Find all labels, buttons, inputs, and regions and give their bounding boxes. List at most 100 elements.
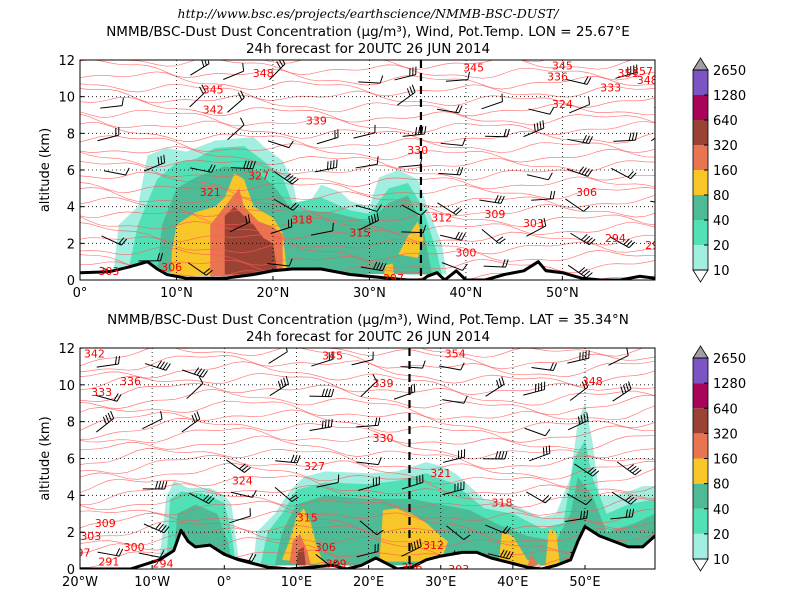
wind-barb (227, 90, 245, 113)
wind-barb (657, 229, 682, 239)
isentrope-line (80, 197, 655, 228)
isentrope-label: 303 (80, 530, 101, 543)
dust-region-level-5 (224, 206, 278, 275)
wind-barb (564, 510, 589, 522)
plot-area: 342 3453393363333303273243213183153123093… (80, 348, 681, 576)
colorbar-segment (693, 95, 708, 120)
dust-region-level-3 (379, 508, 448, 562)
isentrope-label: 294 (152, 557, 173, 570)
dust-region-level-3 (545, 528, 560, 568)
wind-barb (144, 154, 166, 172)
wind-barb (189, 84, 207, 108)
isentrope-label: 357 (632, 65, 653, 78)
wind-barb (96, 410, 115, 433)
isentrope-line (261, 60, 633, 70)
y-tick-label: 8 (67, 416, 75, 431)
wind-barb (181, 411, 201, 433)
wind-barb (526, 491, 552, 504)
wind-barb (445, 71, 470, 82)
wind-barb (657, 457, 681, 469)
isentrope-line (80, 71, 655, 98)
wind-barb (227, 117, 245, 140)
isentrope-label: 345 (463, 61, 484, 74)
wind-barb (358, 75, 384, 84)
wind-barb (436, 104, 463, 114)
wind-barb (144, 360, 171, 371)
colorbar-segment (693, 145, 708, 170)
bottom-chart-title: NMMB/BSC-Dust Dust Concentration (µg/m³)… (107, 312, 629, 328)
dust-region-level-2 (274, 476, 655, 566)
isentrope-label: 318 (492, 497, 513, 510)
isentrope-line (80, 527, 655, 561)
wind-barb (275, 454, 301, 464)
wind-barb (479, 194, 505, 204)
isentrope-label: 306 (161, 261, 182, 274)
colorbar-label: 2650 (713, 64, 746, 79)
isentrope-line (80, 435, 655, 470)
wind-barb (566, 166, 593, 177)
isentrope-label: 306 (401, 561, 422, 574)
isentrope-line (80, 146, 655, 172)
wind-barb (101, 235, 128, 246)
wind-barb (402, 126, 427, 137)
wind-barb (189, 164, 216, 173)
wind-barb (401, 538, 422, 557)
wind-barb (446, 525, 471, 540)
wind-barb (103, 167, 130, 176)
isentrope-line (80, 348, 655, 370)
wind-barb (142, 481, 168, 490)
wind-barb (653, 75, 655, 77)
colorbar-segment (693, 120, 708, 145)
wind-barb (181, 367, 208, 378)
isentrope-line (80, 246, 655, 273)
wind-barb (268, 348, 288, 364)
colorbar-label: 160 (713, 164, 738, 179)
wind-barb (138, 549, 165, 558)
wind-barb (398, 157, 423, 168)
wind-barb (189, 492, 215, 504)
wind-barb (565, 198, 590, 212)
isentrope-label: 345 (552, 60, 573, 73)
wind-barb (230, 490, 257, 498)
wind-barb (442, 395, 468, 404)
wind-barb (142, 410, 163, 430)
isentrope-line (80, 427, 655, 460)
x-tick-label: 20°E (353, 575, 384, 590)
colorbar-over-triangle (692, 345, 709, 359)
isentrope-label: 348 (253, 67, 274, 80)
wind-barb (356, 543, 379, 558)
x-tick-label: 0° (217, 575, 232, 590)
top-cross-section-plot: 348 345 342 339 330 327 321 318 315 312 309 303 300 3… (38, 54, 682, 301)
y-tick-label: 10 (58, 379, 75, 394)
colorbar-segment (693, 483, 708, 509)
wind-barb (523, 120, 545, 138)
isentrope-label: 303 (448, 563, 469, 576)
isentrope-label: 309 (484, 208, 505, 221)
colorbar-segment (693, 195, 708, 220)
colorbar-segment (693, 70, 708, 95)
wind-barb (229, 214, 251, 233)
isentrope-line (80, 491, 655, 524)
wind-barb (531, 190, 556, 201)
colorbar-segment (693, 245, 708, 270)
wind-barb (190, 60, 210, 76)
colorbar-under-triangle (692, 269, 709, 283)
y-tick-label: 12 (58, 342, 75, 357)
x-tick-label: 30°N (353, 286, 386, 301)
wind-barb (100, 97, 124, 109)
wind-barb (482, 451, 508, 460)
colorbar-label: 320 (713, 427, 738, 442)
colorbar-segment (693, 170, 708, 195)
isentrope-line (80, 475, 655, 508)
isentrope-label: 315 (297, 511, 318, 524)
colorbar-label: 320 (713, 139, 738, 154)
colorbar-label: 40 (713, 503, 730, 518)
wind-barb (138, 252, 164, 262)
wind-barb (567, 350, 590, 364)
wind-barb (358, 476, 380, 492)
isentrope-label: 321 (430, 467, 451, 480)
colorbar-segment (693, 458, 708, 484)
wind-barb (356, 457, 382, 466)
isentrope-label: 342 (84, 348, 105, 361)
